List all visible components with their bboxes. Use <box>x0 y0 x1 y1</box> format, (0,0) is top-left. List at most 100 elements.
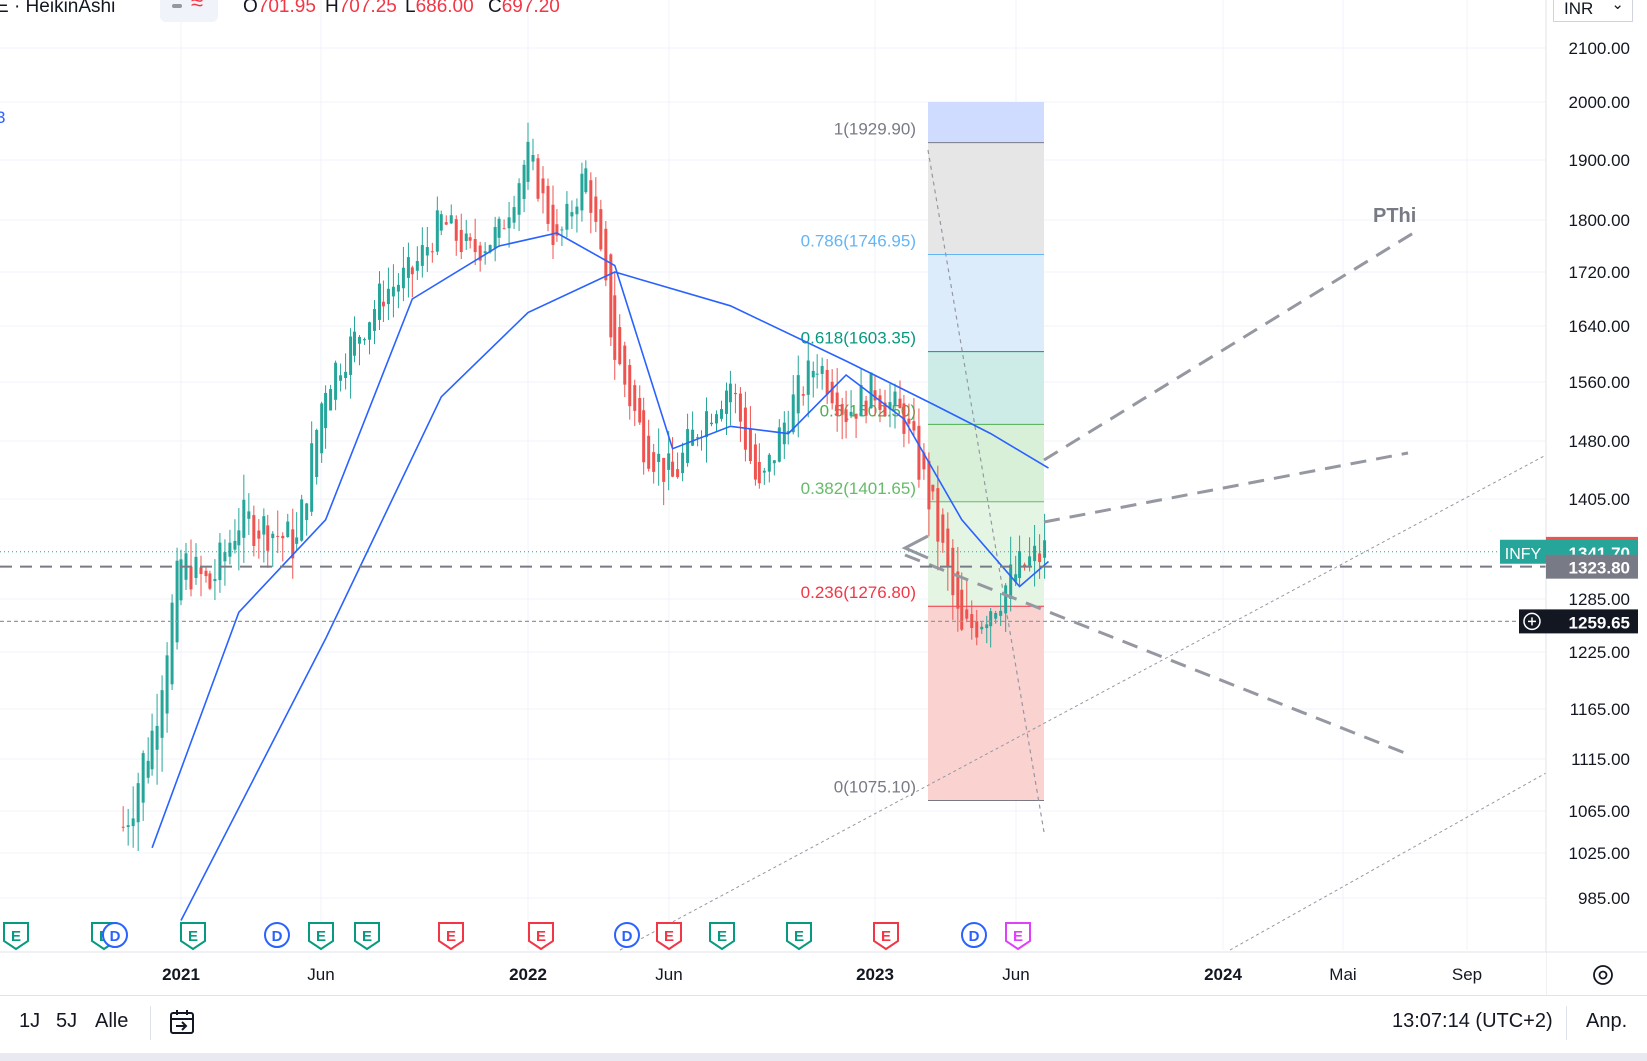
fib-zone <box>928 606 1044 801</box>
candle-body <box>262 516 266 535</box>
candle-body <box>531 155 535 162</box>
candle-body <box>960 589 964 630</box>
candle-body <box>444 222 448 225</box>
candle-body <box>1018 551 1022 579</box>
candle-body <box>965 609 969 619</box>
candle-body <box>310 443 314 512</box>
price-badge <box>1546 554 1638 579</box>
candle-body <box>638 398 642 423</box>
calendar-goto-icon[interactable] <box>168 1008 196 1041</box>
series-toggle-pill[interactable]: ≈ <box>160 0 218 22</box>
candle-body <box>136 783 140 823</box>
event-marker-label: E <box>11 928 21 945</box>
candle-body <box>652 452 656 472</box>
candle-body <box>869 372 873 409</box>
time-axis-tick: Jun <box>307 965 334 984</box>
price-axis-tick: 985.00 <box>1578 889 1630 908</box>
event-marker-label: E <box>717 928 727 945</box>
fib-level-label: 0.5(1502.50) <box>820 401 916 420</box>
event-marker-label: E <box>188 928 198 945</box>
candle-body <box>815 373 819 375</box>
candle-body <box>864 400 868 416</box>
candle-body <box>941 514 945 543</box>
candle-body <box>512 207 516 223</box>
fib-level-label: 0.382(1401.65) <box>801 479 916 498</box>
candle-body <box>439 214 443 231</box>
candle-body <box>410 267 414 275</box>
candle-body <box>738 393 742 422</box>
earnings-marker-icon <box>354 922 380 951</box>
price-axis-tick: 1405.00 <box>1569 490 1630 509</box>
candle-body <box>146 760 150 778</box>
fib-zone <box>928 351 1044 425</box>
price-axis-tick: 1225.00 <box>1569 643 1630 662</box>
range-all-button[interactable]: Alle <box>95 1010 129 1032</box>
event-marker-label: E <box>1013 928 1023 945</box>
dividend-marker-icon <box>102 922 128 948</box>
candle-body <box>555 224 559 236</box>
wave-icon[interactable]: ≈ <box>191 0 204 15</box>
price-axis-tick: 1480.00 <box>1569 432 1630 451</box>
candle-body <box>401 267 405 289</box>
fib-zone <box>928 142 1044 255</box>
earnings-marker-icon <box>180 922 206 951</box>
candle-body <box>647 435 651 469</box>
candle-body <box>594 196 598 222</box>
candle-body <box>830 381 834 404</box>
candle-body <box>696 437 700 439</box>
symbol-badge <box>1500 539 1546 564</box>
axis-settings-icon[interactable] <box>1593 965 1613 985</box>
candle-body <box>835 392 839 416</box>
price-chart[interactable]: 1(1929.90) 0.786(1746.95) 0.618(1603.35) 0.… <box>0 0 1647 995</box>
price-axis-tick: 1025.00 <box>1569 844 1630 863</box>
crosshair-plus-icon[interactable] <box>1523 612 1541 631</box>
minimize-icon[interactable] <box>172 4 182 8</box>
candle-body <box>662 457 666 482</box>
candle-body <box>806 360 810 395</box>
candle-body <box>994 613 998 619</box>
trend-line-dotted <box>1229 772 1547 951</box>
candle-body <box>628 365 632 407</box>
toolbar-divider <box>1566 1006 1567 1040</box>
earnings-marker-icon <box>3 922 29 951</box>
candle-body <box>1009 564 1013 599</box>
fib-level-label: 1(1929.90) <box>834 120 916 139</box>
candle-body <box>435 210 439 252</box>
fib-zone <box>928 102 1044 143</box>
candle-body <box>454 219 458 241</box>
range-5y-button[interactable]: 5J <box>56 1010 78 1032</box>
event-marker-label: E <box>881 928 891 945</box>
clock-timezone-button[interactable]: 13:07:14 (UTC+2) <box>1392 1010 1553 1032</box>
price-axis-tick: 1285.00 <box>1569 590 1630 609</box>
candle-body <box>985 624 989 629</box>
candle-body <box>502 228 506 230</box>
symbol-title[interactable]: E · HeikinAshi <box>0 0 116 17</box>
candle-body <box>686 429 690 463</box>
candle-body <box>811 370 815 378</box>
price-axis-tick: 1065.00 <box>1569 802 1630 821</box>
candle-body <box>242 499 246 538</box>
candle-body <box>257 530 261 539</box>
candle-body <box>888 402 892 410</box>
adjust-button[interactable]: Anp. <box>1586 1010 1628 1032</box>
earnings-marker-icon <box>656 922 682 951</box>
event-marker-label: E <box>446 928 456 945</box>
candle-body <box>936 488 940 542</box>
candle-body <box>150 730 154 770</box>
candle-body <box>584 168 588 193</box>
currency-selector[interactable]: INR ⌄ <box>1553 0 1633 22</box>
dividend-marker-icon <box>614 922 640 948</box>
candle-body <box>420 245 424 266</box>
candle-body <box>141 753 145 803</box>
candle-body <box>710 422 713 425</box>
currency-label: INR <box>1564 0 1594 18</box>
candle-body <box>449 215 453 224</box>
event-marker-label: D <box>622 928 633 945</box>
candle-body <box>320 403 324 454</box>
candle-body <box>917 425 921 480</box>
price-axis-tick: 1900.00 <box>1569 151 1630 170</box>
candle-body <box>618 327 622 365</box>
range-1y-button[interactable]: 1J <box>19 1010 41 1032</box>
candle-body <box>623 345 627 385</box>
candle-body <box>589 180 593 213</box>
